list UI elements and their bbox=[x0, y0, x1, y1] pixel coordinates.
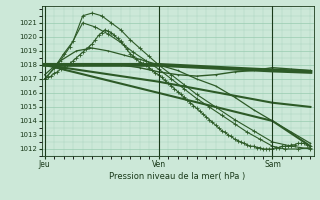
X-axis label: Pression niveau de la mer( hPa ): Pression niveau de la mer( hPa ) bbox=[109, 172, 246, 181]
